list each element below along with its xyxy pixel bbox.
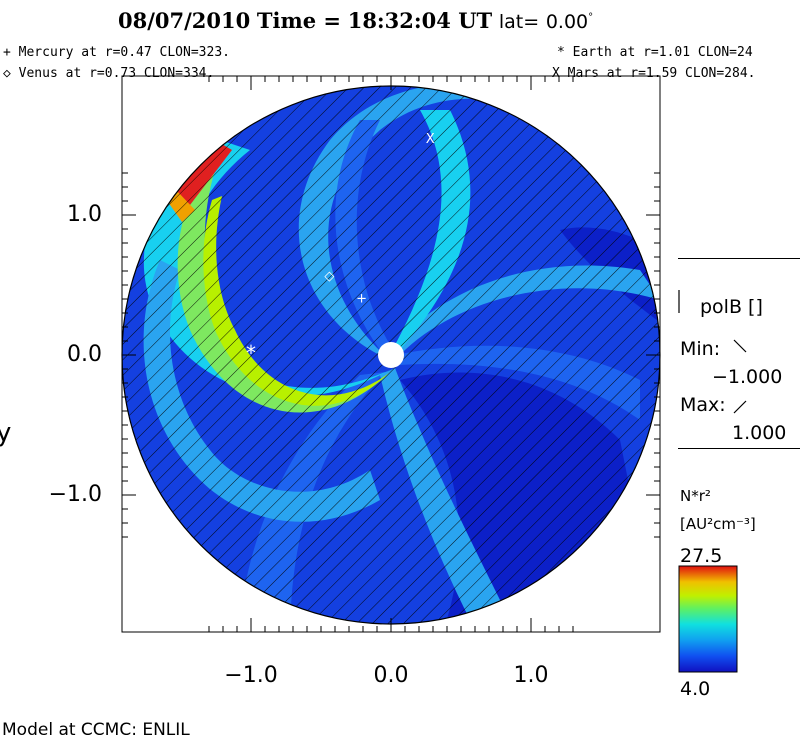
venus-marker: ◇ — [324, 269, 334, 284]
y-axis-label: y — [0, 418, 12, 448]
min-value: −1.000 — [712, 366, 783, 388]
max-label: Max: — [680, 394, 726, 416]
mercury-info: + Mercury at r=0.47 CLON=323. — [3, 45, 230, 60]
minor-ticks — [122, 76, 660, 632]
units-label: [AU²cm⁻³] — [680, 515, 756, 533]
x-tick-label: 1.0 — [513, 663, 549, 688]
title-lat-label: lat= — [498, 11, 540, 33]
model-credit: Model at CCMC: ENLIL — [2, 720, 190, 740]
title-lat-unit: ° — [588, 12, 594, 23]
quantity-label: N*r² — [680, 487, 711, 505]
density-disk — [122, 86, 660, 624]
legend-divider — [678, 258, 800, 259]
max-value: 1.000 — [732, 422, 787, 444]
plot-title: 08/07/2010 Time = 18:32:04 UT lat= 0.00° — [118, 8, 593, 33]
min-label: Min: — [680, 338, 721, 360]
x-tick-label: −1.0 — [224, 663, 278, 688]
y-tick-label: −1.0 — [48, 482, 102, 507]
y-tick-label: 0.0 — [67, 342, 102, 367]
polarity-label: polB [] — [700, 296, 763, 318]
mars-marker: X — [426, 132, 435, 147]
x-tick-label: 0.0 — [373, 663, 409, 688]
max-glyph — [733, 400, 747, 414]
x-axis-ticks — [250, 76, 532, 632]
colorbar-min-label: 4.0 — [680, 678, 711, 700]
colorbar — [678, 565, 738, 673]
sun-marker — [378, 342, 404, 368]
title-lat-value: 0.00 — [545, 11, 589, 33]
title-time: 18:32:04 UT — [347, 8, 493, 33]
planet-markers: + ◇ * X — [246, 132, 435, 365]
title-time-label: Time = — [256, 8, 342, 33]
venus-info: ◇ Venus at r=0.73 CLON=334. — [3, 66, 215, 81]
earth-info: * Earth at r=1.01 CLON=24 — [557, 45, 753, 60]
title-date: 08/07/2010 — [118, 8, 251, 33]
earth-marker: * — [246, 341, 256, 365]
mars-info: X Mars at r=1.59 CLON=284. — [552, 66, 756, 81]
min-glyph — [733, 339, 747, 353]
mercury-marker: + — [356, 292, 367, 307]
colorbar-max-label: 27.5 — [680, 545, 723, 567]
legend-divider — [678, 448, 800, 449]
y-tick-label: 1.0 — [67, 202, 102, 227]
